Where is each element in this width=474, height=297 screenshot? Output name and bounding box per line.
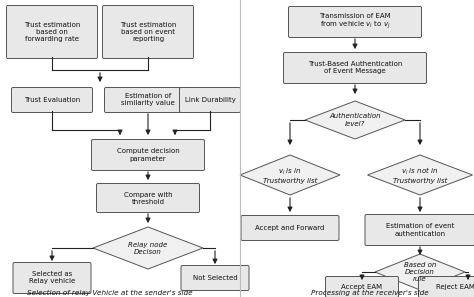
- Text: Trust estimation
based on event
reporting: Trust estimation based on event reportin…: [120, 22, 176, 42]
- Polygon shape: [240, 155, 340, 195]
- Text: Compute decision
parameter: Compute decision parameter: [117, 148, 179, 162]
- FancyBboxPatch shape: [326, 277, 399, 297]
- Text: Based on
Decision
rule: Based on Decision rule: [404, 262, 436, 282]
- Text: $v_i$ is in
Trustworthy list: $v_i$ is in Trustworthy list: [263, 166, 317, 184]
- Text: Trust-Based Authentication
of Event Message: Trust-Based Authentication of Event Mess…: [308, 61, 402, 75]
- Polygon shape: [93, 227, 203, 269]
- FancyBboxPatch shape: [289, 7, 421, 37]
- FancyBboxPatch shape: [91, 140, 204, 170]
- FancyBboxPatch shape: [97, 184, 200, 212]
- Text: Transmission of EAM
from vehicle $v_i$ to $v_j$: Transmission of EAM from vehicle $v_i$ t…: [319, 12, 391, 31]
- Text: Trust estimation
based on
forwarding rate: Trust estimation based on forwarding rat…: [24, 22, 80, 42]
- Text: Link Durability: Link Durability: [184, 97, 236, 103]
- FancyBboxPatch shape: [180, 88, 240, 113]
- FancyBboxPatch shape: [102, 6, 193, 59]
- FancyBboxPatch shape: [11, 88, 92, 113]
- Polygon shape: [375, 254, 465, 290]
- FancyBboxPatch shape: [181, 266, 249, 290]
- FancyBboxPatch shape: [13, 263, 91, 293]
- Text: Compare with
threshold: Compare with threshold: [124, 192, 173, 205]
- Text: Trust Evaluation: Trust Evaluation: [24, 97, 80, 103]
- Text: Processing at the receiver's side: Processing at the receiver's side: [311, 290, 429, 296]
- Text: Accept and Forward: Accept and Forward: [255, 225, 325, 231]
- Text: Estimation of event
authentication: Estimation of event authentication: [386, 224, 454, 236]
- FancyBboxPatch shape: [7, 6, 98, 59]
- Polygon shape: [367, 155, 473, 195]
- FancyBboxPatch shape: [241, 216, 339, 241]
- Text: Reject EAM: Reject EAM: [436, 284, 474, 290]
- Text: Selected as
Relay vehicle: Selected as Relay vehicle: [29, 271, 75, 285]
- Text: Estimation of
similarity value: Estimation of similarity value: [121, 94, 175, 107]
- Text: Not Selected: Not Selected: [193, 275, 237, 281]
- FancyBboxPatch shape: [283, 53, 427, 83]
- FancyBboxPatch shape: [365, 214, 474, 246]
- Text: Authentication
level?: Authentication level?: [329, 113, 381, 127]
- Polygon shape: [305, 101, 405, 139]
- Text: $v_i$ is not in
Trustworthy list: $v_i$ is not in Trustworthy list: [393, 166, 447, 184]
- Text: Relay node
Decison: Relay node Decison: [128, 241, 168, 255]
- Text: Accept EAM: Accept EAM: [341, 284, 383, 290]
- FancyBboxPatch shape: [104, 88, 191, 113]
- FancyBboxPatch shape: [419, 277, 474, 297]
- Text: Selection of relay Vehicle at the sender's side: Selection of relay Vehicle at the sender…: [27, 290, 193, 296]
